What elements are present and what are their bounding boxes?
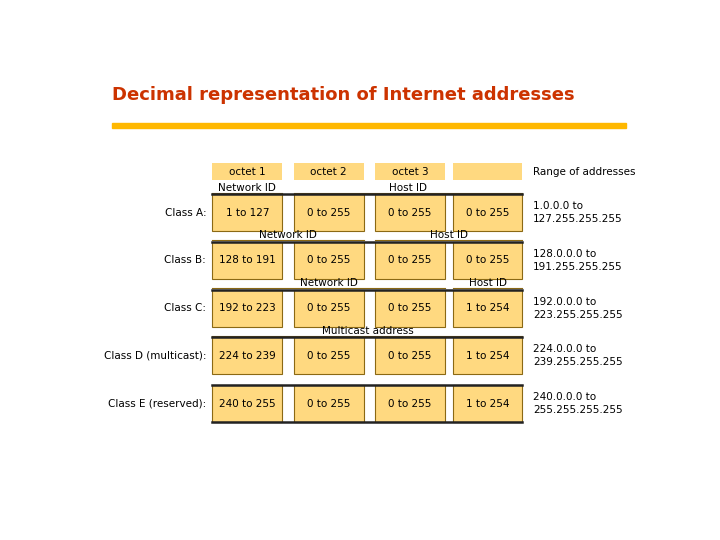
Text: Multicast address: Multicast address (322, 326, 413, 336)
Text: Decimal representation of Internet addresses: Decimal representation of Internet addre… (112, 86, 575, 104)
Bar (375, 338, 445, 374)
Bar (294, 289, 364, 327)
Bar (453, 289, 523, 327)
Text: octet 1: octet 1 (229, 167, 266, 177)
Bar (453, 242, 523, 279)
Bar (375, 164, 445, 180)
Text: 1 to 254: 1 to 254 (466, 399, 509, 409)
Bar (294, 338, 364, 374)
Text: Network ID: Network ID (259, 231, 317, 240)
Text: octet 2: octet 2 (310, 167, 347, 177)
Bar (212, 194, 282, 231)
Text: 192 to 223: 192 to 223 (219, 303, 276, 313)
Text: 1 to 254: 1 to 254 (466, 351, 509, 361)
Text: 0 to 255: 0 to 255 (388, 399, 432, 409)
Bar (294, 242, 364, 279)
Text: Host ID: Host ID (389, 183, 427, 193)
Text: 224.0.0.0 to
239.255.255.255: 224.0.0.0 to 239.255.255.255 (534, 345, 623, 367)
Bar (375, 289, 445, 327)
Text: 0 to 255: 0 to 255 (388, 351, 432, 361)
Text: Host ID: Host ID (469, 278, 507, 288)
Text: Class A:: Class A: (165, 208, 206, 218)
Bar (294, 194, 364, 231)
Text: octet 3: octet 3 (392, 167, 428, 177)
Text: 0 to 255: 0 to 255 (307, 399, 351, 409)
Bar (212, 338, 282, 374)
Bar (212, 289, 282, 327)
Bar (212, 164, 282, 180)
Text: 192.0.0.0 to
223.255.255.255: 192.0.0.0 to 223.255.255.255 (534, 296, 623, 320)
Text: Class E (reserved):: Class E (reserved): (108, 399, 206, 409)
Text: 1.0.0.0 to
127.255.255.255: 1.0.0.0 to 127.255.255.255 (534, 201, 623, 224)
Text: Network ID: Network ID (218, 183, 276, 193)
Bar (112, 123, 626, 128)
Text: Class C:: Class C: (164, 303, 206, 313)
Text: 0 to 255: 0 to 255 (388, 303, 432, 313)
Bar (453, 338, 523, 374)
Text: 128.0.0.0 to
191.255.255.255: 128.0.0.0 to 191.255.255.255 (534, 249, 623, 272)
Bar (212, 242, 282, 279)
Text: 240 to 255: 240 to 255 (219, 399, 276, 409)
Text: 1 to 254: 1 to 254 (466, 303, 509, 313)
Bar (375, 242, 445, 279)
Text: Network ID: Network ID (300, 278, 358, 288)
Text: 224 to 239: 224 to 239 (219, 351, 276, 361)
Text: 0 to 255: 0 to 255 (466, 255, 509, 265)
Text: 0 to 255: 0 to 255 (307, 208, 351, 218)
Bar (453, 164, 523, 180)
Bar (375, 385, 445, 422)
Text: 240.0.0.0 to
255.255.255.255: 240.0.0.0 to 255.255.255.255 (534, 392, 623, 415)
Text: 128 to 191: 128 to 191 (219, 255, 276, 265)
Bar (453, 385, 523, 422)
Text: 0 to 255: 0 to 255 (388, 255, 432, 265)
Text: 1 to 127: 1 to 127 (225, 208, 269, 218)
Bar (294, 164, 364, 180)
Text: 0 to 255: 0 to 255 (388, 208, 432, 218)
Text: 0 to 255: 0 to 255 (307, 255, 351, 265)
Bar (294, 385, 364, 422)
Bar (453, 194, 523, 231)
Text: Range of addresses: Range of addresses (534, 167, 636, 177)
Text: Class D (multicast):: Class D (multicast): (104, 351, 206, 361)
Bar (212, 385, 282, 422)
Text: 0 to 255: 0 to 255 (307, 303, 351, 313)
Text: Host ID: Host ID (430, 231, 468, 240)
Bar (375, 194, 445, 231)
Text: Class B:: Class B: (164, 255, 206, 265)
Text: 0 to 255: 0 to 255 (307, 351, 351, 361)
Text: 0 to 255: 0 to 255 (466, 208, 509, 218)
